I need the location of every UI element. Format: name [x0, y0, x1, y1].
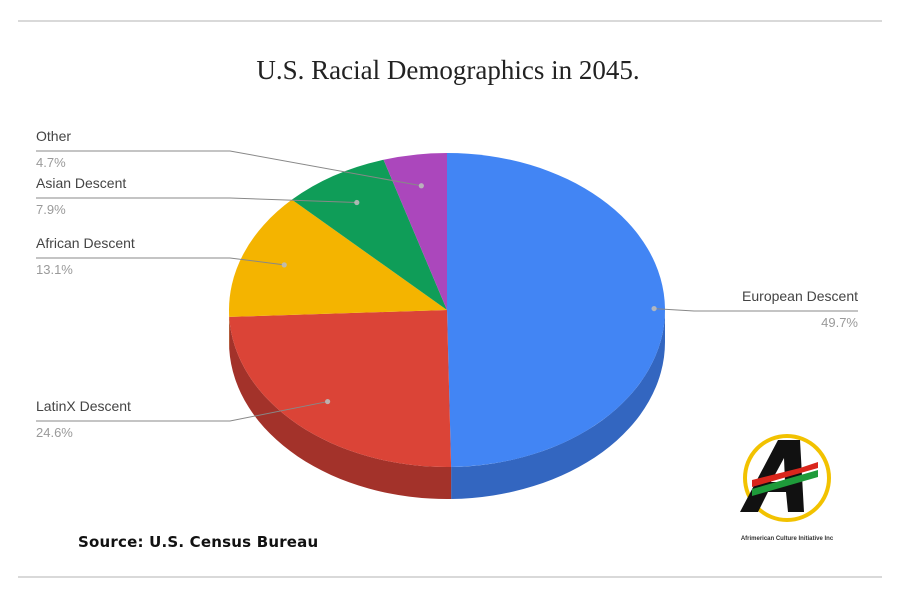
slice-label-2: LatinX Descent [36, 398, 131, 414]
leader-dot-1 [651, 305, 657, 312]
source-note: Source: U.S. Census Bureau [78, 533, 319, 551]
slice-value-2: 24.6% [36, 425, 73, 440]
pie-side-2 [229, 316, 452, 499]
logo-caption: Afrimerican Culture Initiative Inc [741, 536, 834, 542]
leader-dot-5 [418, 183, 424, 189]
chart-title: U.S. Racial Demographics in 2045. [256, 55, 639, 85]
pie-slice-5 [383, 153, 447, 310]
slice-value-1: 49.7% [821, 315, 858, 330]
slice-labels: European Descent 49.7% LatinX Descent 24.6%… [36, 128, 858, 440]
pie-slices [229, 153, 666, 467]
logo-emblem-icon [740, 440, 818, 512]
leader-dot-2 [325, 398, 331, 405]
slice-label-3: African Descent [36, 235, 135, 251]
slice-value-5: 4.7% [36, 155, 66, 170]
pie-slice-2 [229, 310, 452, 467]
logo: Afrimerican Culture Initiative Inc [740, 434, 834, 542]
leader-line-2 [36, 401, 328, 422]
bottom-divider [18, 576, 882, 578]
slice-value-3: 13.1% [36, 262, 73, 277]
slice-label-4: Asian Descent [36, 175, 126, 191]
leader-dot-3 [281, 262, 287, 268]
slice-value-4: 7.9% [36, 202, 66, 217]
leader-line-1 [654, 308, 858, 312]
leader-lines [36, 150, 858, 422]
leader-dot-4 [354, 199, 360, 206]
slice-label-1: European Descent [742, 288, 858, 304]
leader-line-4 [36, 197, 357, 203]
slice-label-5: Other [36, 128, 71, 144]
leader-line-5 [36, 150, 422, 187]
pie-slice-1 [447, 153, 666, 467]
top-divider [18, 20, 882, 22]
pie-slice-3 [229, 199, 447, 317]
pie-3d-sides [229, 310, 665, 499]
pie-slice-4 [291, 159, 447, 310]
leader-line-3 [36, 257, 285, 266]
pie-side-1 [451, 310, 665, 499]
